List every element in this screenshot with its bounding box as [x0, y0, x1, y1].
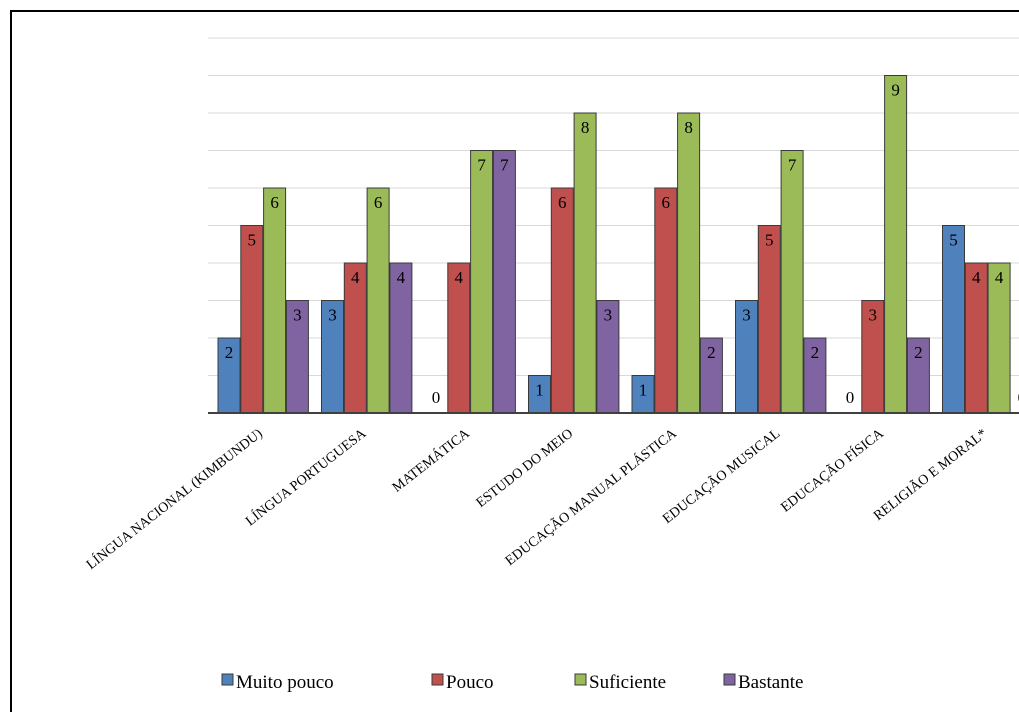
- category-label: LÍNGUA NACIONAL (KIMBUNDU): [83, 425, 266, 573]
- bar-pouco[interactable]: [550, 187, 574, 414]
- bar-bastante[interactable]: [492, 150, 516, 414]
- bar-suficiente[interactable]: [366, 187, 390, 414]
- data-label: 8: [581, 118, 590, 137]
- data-label: 2: [914, 343, 923, 362]
- data-label: 1: [639, 381, 648, 400]
- data-label: 4: [972, 268, 981, 287]
- data-label: 4: [397, 268, 406, 287]
- legend-swatch: [574, 673, 587, 686]
- legend-label: Suficiente: [589, 672, 666, 693]
- data-label: 0: [1018, 388, 1019, 407]
- data-label: 2: [811, 343, 820, 362]
- legend-swatch: [723, 673, 736, 686]
- bar-suficiente[interactable]: [470, 150, 494, 414]
- data-label: 1: [535, 381, 544, 400]
- data-label: 3: [328, 306, 337, 325]
- legend-swatch: [431, 673, 444, 686]
- category-labels: LÍNGUA NACIONAL (KIMBUNDU)LÍNGUA PORTUGU…: [83, 424, 990, 573]
- category-label: EDUCAÇÃO FÍSICA: [777, 424, 887, 515]
- data-label: 3: [742, 306, 751, 325]
- data-label: 7: [477, 156, 486, 175]
- data-label: 4: [351, 268, 360, 287]
- bar-suficiente[interactable]: [780, 150, 804, 414]
- legend-label: Pouco: [446, 672, 494, 693]
- legend-swatch: [221, 673, 234, 686]
- category-label: MATEMÁTICA: [389, 424, 474, 495]
- data-label: 4: [455, 268, 464, 287]
- category-label: EDUCAÇÃO MUSICAL: [660, 426, 784, 527]
- bars: [217, 75, 1011, 414]
- data-label: 6: [270, 193, 279, 212]
- data-label: 6: [662, 193, 671, 212]
- data-label: 2: [707, 343, 716, 362]
- data-label: 3: [293, 306, 302, 325]
- data-label: 9: [891, 81, 900, 100]
- bar-suficiente[interactable]: [573, 112, 597, 414]
- bar-pouco[interactable]: [654, 187, 678, 414]
- data-label: 5: [248, 231, 257, 250]
- category-label: ESTUDO DO MEIO: [474, 426, 576, 511]
- data-label: 5: [949, 231, 958, 250]
- data-label: 7: [500, 156, 509, 175]
- legend-background: [208, 660, 848, 704]
- data-label: 3: [604, 306, 613, 325]
- data-label: 3: [869, 306, 878, 325]
- legend[interactable]: Muito pouco Pouco Suficiente Bastante: [208, 660, 848, 704]
- bar-suficiente[interactable]: [884, 75, 908, 414]
- data-label: 0: [432, 388, 441, 407]
- data-label: 0: [846, 388, 855, 407]
- category-label: EDUCAÇÃO MANUAL PLÁSTICA: [502, 424, 681, 569]
- data-label: 4: [995, 268, 1004, 287]
- legend-label: Bastante: [738, 672, 803, 693]
- data-label: 6: [558, 193, 567, 212]
- data-label: 6: [374, 193, 383, 212]
- data-label: 2: [225, 343, 234, 362]
- data-labels: 25633464047716831682357203925440: [225, 81, 1019, 408]
- bar-suficiente[interactable]: [263, 187, 287, 414]
- bar-pouco[interactable]: [757, 225, 781, 414]
- legend-label: Muito pouco: [236, 672, 334, 693]
- bar-muito-pouco[interactable]: [942, 225, 965, 414]
- category-label: RELIGIÃO E MORAL*: [871, 426, 991, 524]
- data-label: 7: [788, 156, 797, 175]
- data-label: 5: [765, 231, 774, 250]
- data-label: 8: [684, 118, 693, 137]
- bar-suficiente[interactable]: [677, 112, 701, 414]
- bar-pouco[interactable]: [240, 225, 264, 414]
